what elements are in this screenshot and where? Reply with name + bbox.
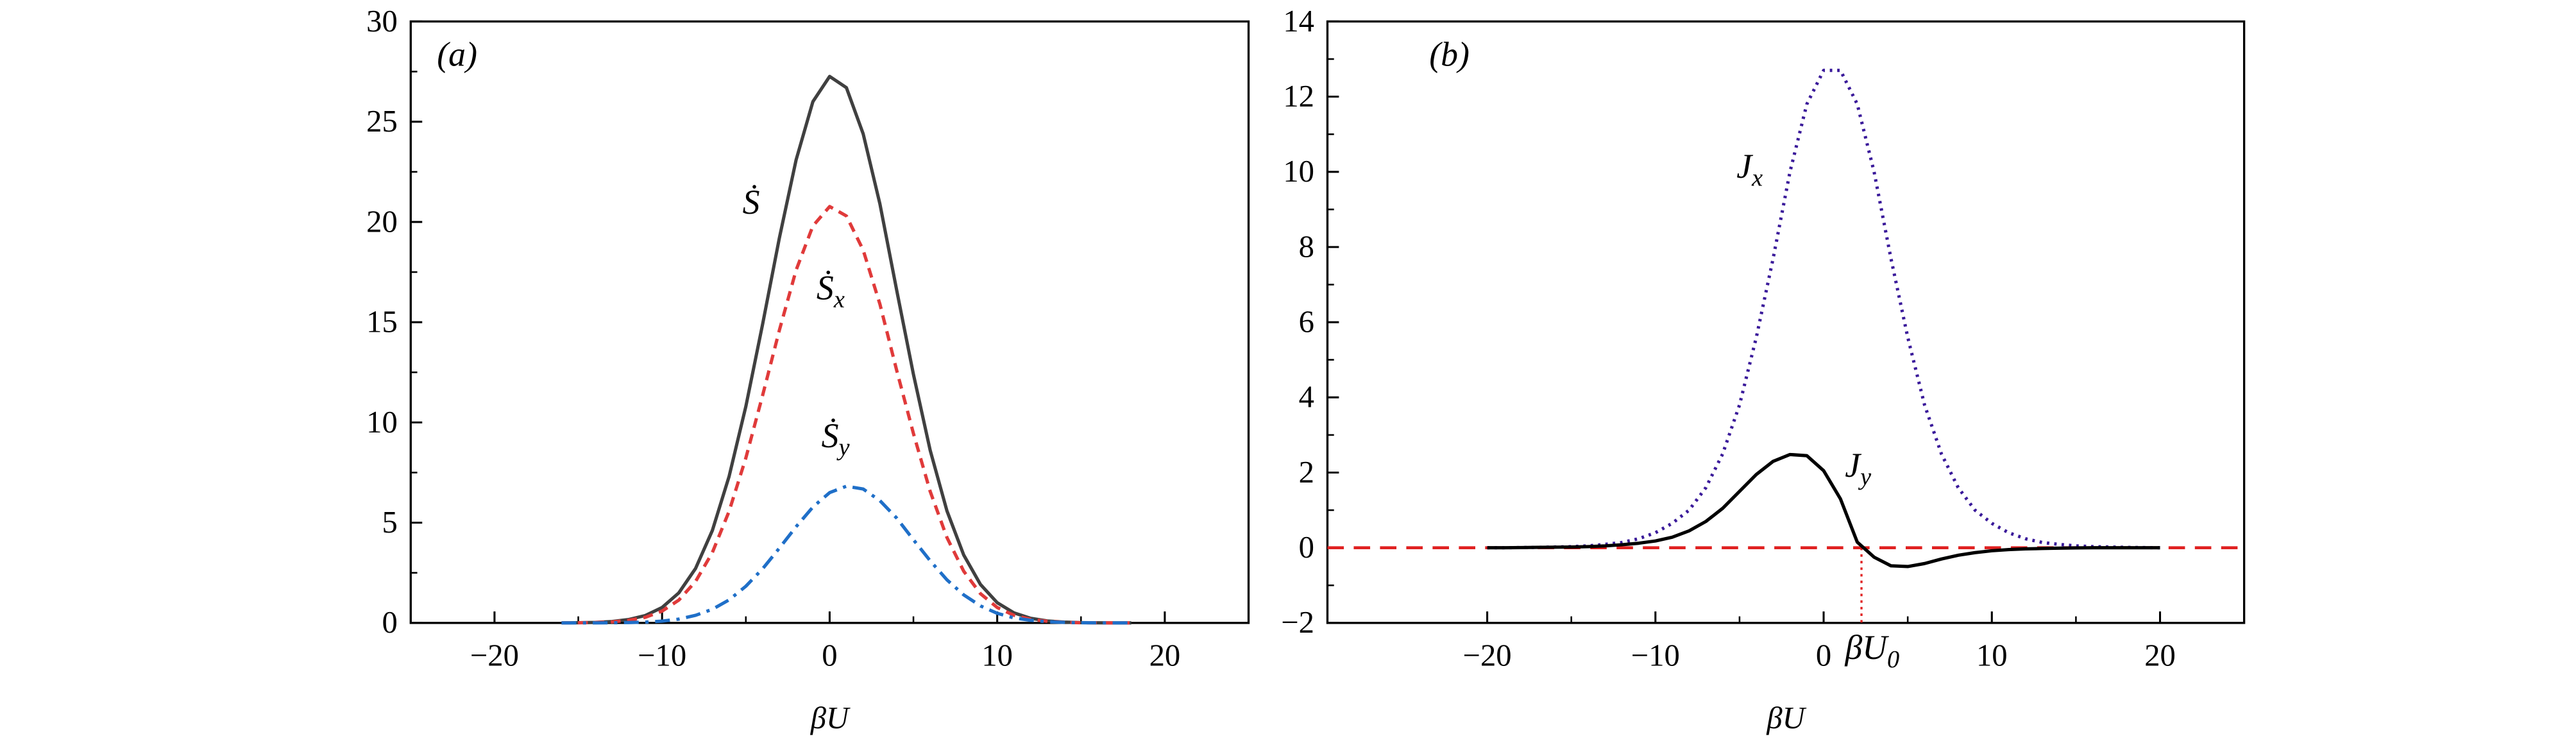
y-tick-label: 12 xyxy=(1283,79,1314,114)
x-tick-label: −10 xyxy=(638,638,686,672)
annotation-subscript: y xyxy=(836,434,851,461)
annotation: Ṡx xyxy=(817,268,845,313)
x-tick-label: −20 xyxy=(1463,638,1512,672)
annotation-text: J xyxy=(1736,147,1753,185)
x-axis-label: βU xyxy=(1766,701,1806,735)
annotation-text: Ṡ xyxy=(817,268,834,307)
y-tick-label: 25 xyxy=(366,104,398,139)
annotation: Ṡy xyxy=(822,416,851,461)
annotation-text: βU xyxy=(1844,628,1889,667)
series-line xyxy=(1487,69,2160,550)
marker-label: βU0 xyxy=(1844,628,1899,673)
y-tick-label: 15 xyxy=(366,305,398,339)
plot-frame xyxy=(1326,20,2246,624)
y-tick-label: 2 xyxy=(1299,455,1314,490)
x-tick-label: 0 xyxy=(1816,638,1831,672)
y-tick-label: 10 xyxy=(366,405,398,440)
annotation-text: Ṡ xyxy=(822,416,839,455)
annotation-text: (b) xyxy=(1429,35,1470,74)
y-tick-label: 10 xyxy=(1283,154,1314,189)
y-tick-label: 14 xyxy=(1283,4,1314,38)
annotation: (a) xyxy=(437,35,477,74)
y-tick-label: −2 xyxy=(1281,605,1314,640)
series-line xyxy=(1487,452,2160,568)
y-tick-label: 8 xyxy=(1299,229,1314,264)
y-tick-label: 0 xyxy=(1299,530,1314,565)
annotation-text: Ṡ xyxy=(743,183,760,221)
annotation: (b) xyxy=(1429,35,1470,74)
y-tick-label: 4 xyxy=(1299,380,1314,414)
annotation-subscript: x xyxy=(833,286,845,313)
y-tick-label: 30 xyxy=(366,4,398,38)
x-tick-label: 10 xyxy=(1976,638,2008,672)
x-tick-label: −10 xyxy=(1631,638,1680,672)
x-tick-label: 20 xyxy=(1149,638,1181,672)
x-tick-label: −20 xyxy=(470,638,519,672)
y-tick-label: 5 xyxy=(382,505,397,540)
series-line xyxy=(561,484,1131,625)
annotation: Jx xyxy=(1736,147,1763,192)
x-tick-label: 20 xyxy=(2144,638,2176,672)
x-tick-label: 0 xyxy=(822,638,837,672)
annotation-subscript: y xyxy=(1858,464,1872,491)
x-tick-label: 10 xyxy=(981,638,1013,672)
y-tick-label: 6 xyxy=(1299,305,1314,339)
y-tick-label: 0 xyxy=(382,605,397,640)
annotation-subscript: 0 xyxy=(1887,646,1899,673)
series-line xyxy=(561,205,1131,625)
annotation: Jy xyxy=(1845,446,1872,491)
annotation: Ṡ xyxy=(743,183,760,221)
annotation-text: (a) xyxy=(437,35,477,74)
annotation-subscript: x xyxy=(1751,165,1763,192)
y-tick-label: 20 xyxy=(366,204,398,239)
annotation-text: J xyxy=(1845,446,1861,484)
plot-frame xyxy=(409,20,1250,624)
series-line xyxy=(561,74,1131,625)
x-axis-label: βU xyxy=(810,701,851,735)
